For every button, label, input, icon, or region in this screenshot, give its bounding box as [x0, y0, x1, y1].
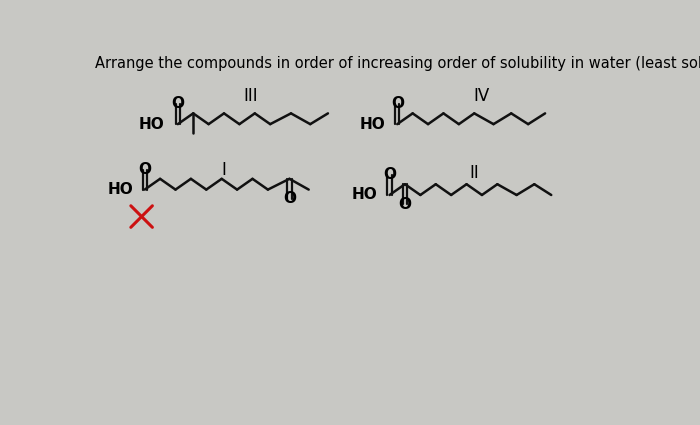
Text: Arrange the compounds in order of increasing order of solubility in water (least: Arrange the compounds in order of increa…: [95, 57, 700, 71]
Text: O: O: [391, 96, 404, 111]
Text: O: O: [283, 191, 296, 206]
Text: O: O: [383, 167, 396, 182]
Text: O: O: [172, 96, 184, 111]
Text: II: II: [470, 164, 479, 182]
Text: IV: IV: [474, 87, 490, 105]
Text: O: O: [138, 162, 151, 177]
Text: HO: HO: [107, 182, 133, 197]
Text: O: O: [398, 197, 412, 212]
Text: HO: HO: [351, 187, 377, 202]
Text: I: I: [222, 161, 226, 179]
Text: HO: HO: [139, 116, 164, 132]
Text: HO: HO: [360, 116, 386, 132]
Text: III: III: [244, 87, 258, 105]
